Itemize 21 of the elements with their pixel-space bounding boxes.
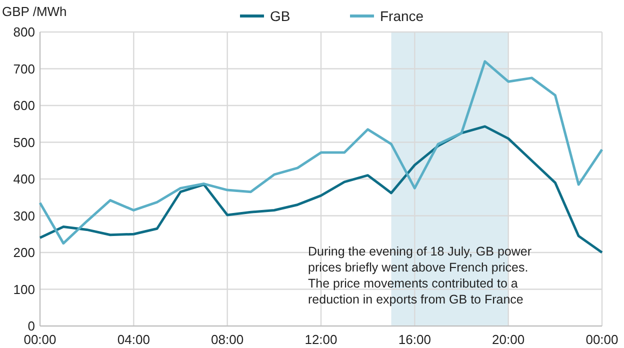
y-tick-label: 100 [13,282,35,297]
line-series [38,60,604,245]
y-tick-label: 300 [13,208,35,224]
y-tick-label: 0 [28,318,35,334]
x-tick-label: 16:00 [398,332,431,347]
legend-label: GB [270,8,290,24]
y-tick-label: 800 [13,24,35,40]
legend-label: France [380,8,424,24]
y-tick-label: 500 [13,134,35,150]
y-tick-label: 600 [13,98,35,114]
x-tick-label: 12:00 [304,332,338,347]
annotation: During the evening of 18 July, GB power prices briefly went above French prices. The price movements contributed to a reduction in exports from GB to France [308,244,532,306]
y-tick-label: 700 [13,61,35,76]
x-tick-label: 20:00 [492,332,525,347]
x-tick-label: 00:00 [586,332,618,347]
y-tick-label: 400 [13,172,35,187]
y-axis-title: GBP /MWh [2,4,67,19]
x-tick-label: 08:00 [211,332,244,347]
y-tick-label: 200 [13,245,35,260]
x-tick-label: 00:00 [24,332,56,347]
x-tick-label: 04:00 [117,332,150,347]
